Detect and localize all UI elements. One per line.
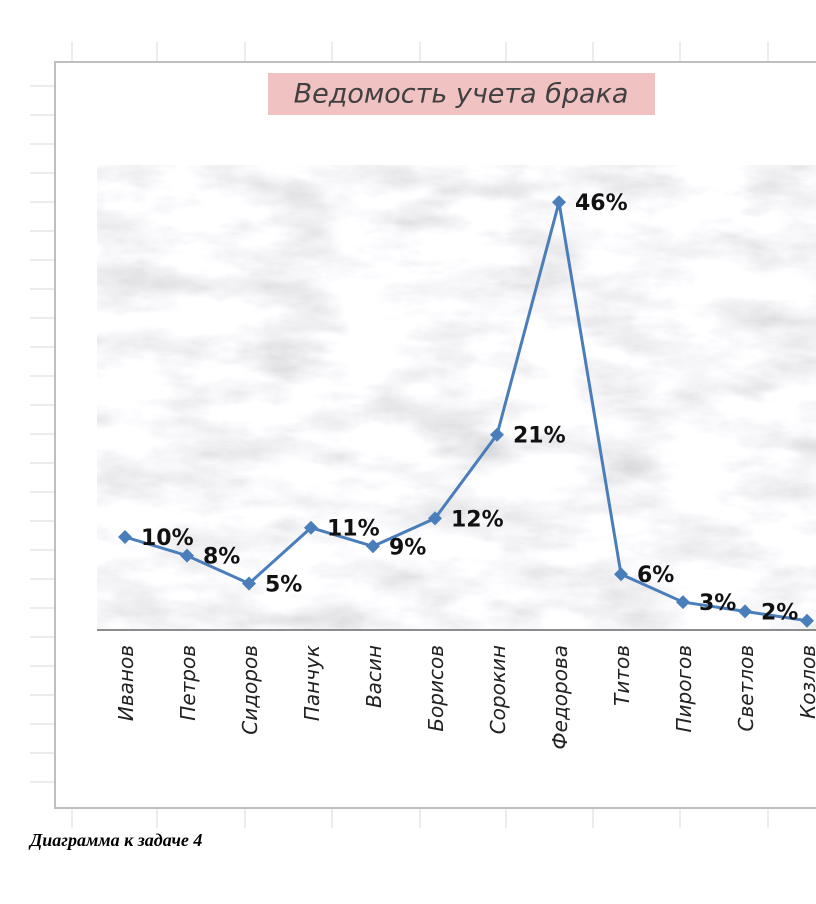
data-label: 2% [761, 600, 798, 625]
x-tick-label: Петров [176, 645, 200, 721]
data-point [676, 595, 690, 610]
data-point [490, 427, 504, 442]
data-point [242, 576, 256, 591]
series-line [124, 201, 808, 623]
data-point [738, 604, 752, 619]
x-tick-label: Сорокин [486, 645, 510, 734]
chart-title: Ведомость учета брака [294, 79, 629, 110]
x-tick-label: Сидоров [238, 645, 262, 735]
data-label: 3% [699, 591, 736, 616]
plot-area [97, 165, 816, 630]
x-tick-label: Козлов [796, 645, 816, 719]
data-point [180, 548, 194, 563]
data-label: 46% [575, 191, 628, 216]
data-point [366, 539, 380, 554]
x-tick-label: Светлов [734, 645, 758, 732]
data-point [614, 567, 628, 582]
x-tick-label: Иванов [114, 645, 138, 721]
x-tick-label: Пирогов [672, 645, 696, 733]
x-tick-label: Титов [610, 645, 634, 706]
data-point [118, 530, 132, 544]
data-point [552, 195, 566, 210]
x-tick-label: Федорова [548, 645, 572, 750]
data-label: 6% [637, 563, 674, 588]
data-label: 21% [513, 424, 566, 449]
x-tick-label: Васин [362, 645, 386, 708]
data-point [304, 520, 318, 535]
caption: Диаграмма к задаче 4 [28, 830, 202, 850]
data-point [428, 511, 442, 526]
data-point [800, 613, 814, 628]
title-box [268, 73, 655, 115]
sheet-grid [30, 42, 769, 828]
data-label: 12% [451, 507, 504, 532]
data-label: 5% [265, 573, 302, 598]
x-tick-label: Борисов [424, 645, 448, 732]
data-label: 10% [141, 526, 194, 551]
x-tick-label: Панчук [300, 645, 324, 721]
data-label: 8% [203, 545, 240, 570]
data-label: 9% [389, 535, 426, 560]
data-label: 11% [327, 517, 380, 542]
